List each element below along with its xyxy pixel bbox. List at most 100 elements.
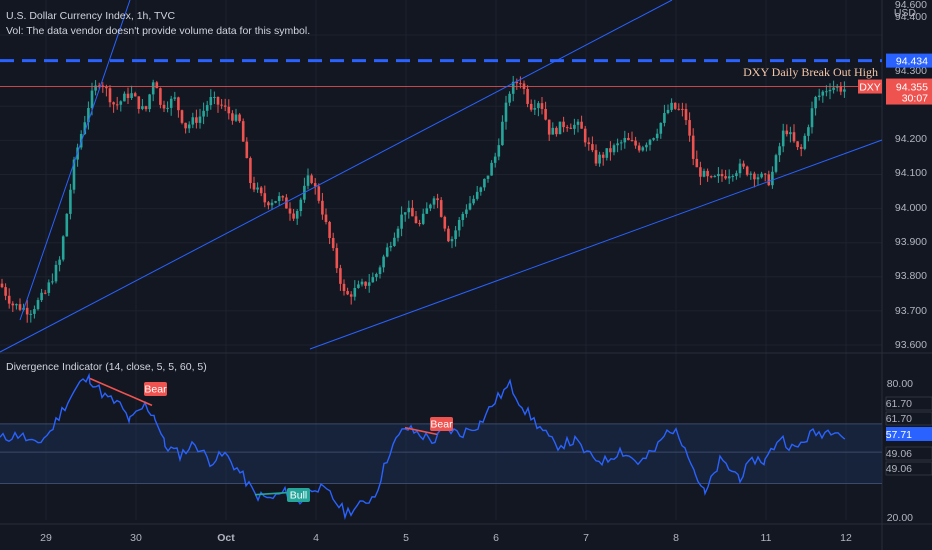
price-tick-3: 94.200 [895,133,927,145]
candle-body-149 [537,103,540,109]
candle-body-226 [814,96,817,109]
candle-body-160 [576,121,580,125]
price-tick-9: 93.600 [895,339,927,351]
candle-body-12 [43,292,47,294]
candle-body-210 [756,177,760,180]
signal-tag-2 [430,417,453,431]
candle-body-24 [87,108,90,123]
level-tag-bg [886,53,932,68]
candle-body-139 [501,121,504,146]
candle-body-58 [209,96,213,106]
candle-body-99 [357,284,360,288]
candle-body-179 [645,144,648,148]
candle-body-56 [202,110,205,117]
band-tag-bg-3 [885,461,932,476]
candle-body-162 [583,128,587,143]
candle-body-227 [817,95,821,97]
candle-body-138 [497,145,501,157]
candle-body-46 [166,107,169,109]
candle-body-2 [7,295,11,304]
candle-body-121 [436,198,439,201]
candle-body-183 [659,122,663,134]
candle-body-5 [18,304,22,310]
indicator-legend[interactable]: Divergence Indicator (14, close, 5, 5, 6… [6,361,207,373]
osc-band-fill [0,423,882,484]
candle-body-113 [407,207,411,213]
candle-body-81 [292,213,295,219]
candle-body-13 [47,282,51,293]
trend-lines: DXY Daily Break Out High [0,0,883,353]
candle-body-101 [364,281,367,286]
level-tag-text: 94.434 [896,56,928,68]
candle-body-44 [159,88,162,105]
candle-body-136 [490,162,493,176]
candle-body-20 [72,159,76,190]
candle-body-230 [828,89,832,92]
candle-body-228 [821,91,825,96]
candle-body-231 [832,87,835,90]
candle-body-119 [429,204,432,209]
candle-body-0 [0,283,4,288]
trend-line-0 [19,0,131,321]
candle-body-34 [123,93,126,102]
price-tick-0: 94.600 [895,0,927,11]
signal-tag-1 [287,488,310,502]
price-tick-5: 94.000 [895,202,927,214]
candle-body-40 [144,106,148,110]
band-tag-bg-2 [885,446,932,461]
candle-body-39 [141,106,144,109]
band-tag-text-3: 49.06 [886,463,912,475]
bear-divergence-line-1 [404,426,438,436]
candle-body-216 [778,146,781,156]
candle-body-186 [670,102,673,110]
candle-body-105 [378,267,382,274]
candle-body-198 [713,176,717,178]
candle-body-222 [799,147,803,149]
candle-body-208 [749,173,753,175]
candle-body-17 [61,236,65,260]
breakout-label: DXY Daily Break Out High [743,65,878,79]
candle-body-93 [335,248,339,269]
candle-body-233 [839,86,843,92]
candle-body-72 [259,187,263,194]
candle-body-61 [220,104,223,106]
price-tick-6: 93.900 [895,236,927,248]
candle-body-131 [472,198,475,204]
price-tick-1: 94.400 [895,11,927,23]
candle-body-78 [281,196,285,198]
candle-body-90 [324,214,328,222]
price-tick-7: 93.800 [895,270,927,282]
candle-body-218 [785,130,789,135]
candle-body-47 [169,98,173,108]
candle-body-3 [11,303,15,306]
price-unit: USD [894,7,917,19]
candle-body-178 [641,147,645,151]
time-tick-9: 12 [840,532,852,544]
osc-tick-0: 80.00 [887,378,913,390]
candle-body-196 [706,170,709,177]
symbol-tag-text: DXY [859,82,881,94]
band-tag-text-1: 61.70 [886,413,912,425]
signal-label-0: Bear [144,384,167,396]
candle-body-87 [313,183,317,187]
symbol-legend[interactable]: U.S. Dollar Currency Index, 1h, TVC [6,10,176,22]
candle-body-128 [461,213,465,221]
candle-body-57 [205,105,209,111]
candle-body-164 [591,144,594,151]
candle-body-129 [465,209,468,214]
candle-body-111 [400,214,403,229]
candle-body-185 [666,109,670,114]
candle-body-194 [699,167,702,177]
candle-body-205 [738,163,742,174]
candle-body-35 [126,93,130,99]
candle-body-176 [634,140,637,146]
candle-body-19 [69,189,72,214]
candle-body-166 [598,154,601,164]
candle-body-220 [792,132,796,142]
candle-body-98 [353,287,357,297]
candle-body-212 [763,173,767,175]
candle-body-134 [483,178,486,188]
candle-body-100 [360,281,364,285]
last-price-countdown: 30:07 [902,93,928,105]
